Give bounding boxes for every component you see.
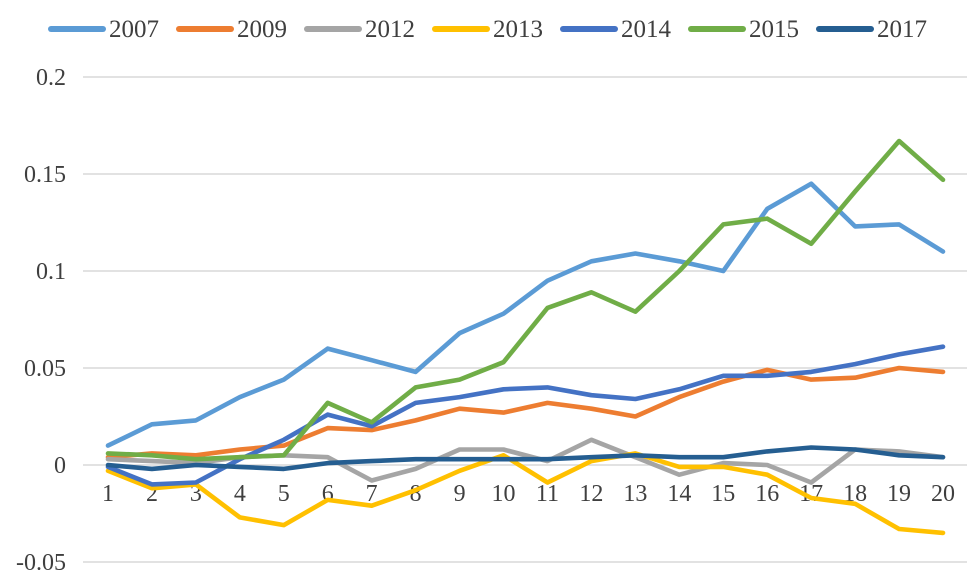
series-line-2015 [105,138,946,462]
legend-line-swatch-2015 [688,26,746,32]
x-axis-tick-label: 16 [755,481,779,507]
legend-line-swatch-2007 [48,26,106,32]
x-axis-tick-label: 11 [536,481,559,507]
legend-item-2013: 2013 [432,17,543,42]
x-axis-tick-label: 19 [887,481,911,507]
y-axis-tick-label: 0.15 [24,162,66,188]
x-axis-tick-label: 5 [278,481,290,507]
legend-label-2015: 2015 [749,15,799,43]
x-axis-tick-label: 9 [454,481,466,507]
legend-line-swatch-2014 [560,26,618,32]
y-axis-tick-label: 0.05 [24,356,66,382]
x-axis-tick-label: 20 [931,481,955,507]
legend-line-swatch-2017 [816,26,874,32]
legend-item-2012: 2012 [304,17,415,42]
legend-label-2013: 2013 [493,15,543,43]
y-axis-tick-label: 0.2 [36,65,66,91]
legend-label-2007: 2007 [109,15,159,43]
legend-item-2017: 2017 [816,17,927,42]
legend-label-2017: 2017 [877,15,927,43]
x-axis-tick-label: 7 [366,481,378,507]
x-axis-tick-label: 10 [492,481,516,507]
legend-item-2009: 2009 [176,17,287,42]
chart-legend: 2007 2009 2012 2013 2014 2015 2017 [0,12,975,46]
x-axis-tick-label: 15 [711,481,735,507]
series-line-2007 [105,181,946,448]
y-axis-tick-label: 0 [54,453,66,479]
legend-item-2014: 2014 [560,17,671,42]
legend-line-swatch-2009 [176,26,234,32]
legend-item-2007: 2007 [48,17,159,42]
legend-line-swatch-2012 [304,26,362,32]
legend-line-swatch-2013 [432,26,490,32]
x-axis-tick-label: 4 [234,481,246,507]
series-line-2017 [105,445,946,472]
legend-label-2014: 2014 [621,15,671,43]
series-line-2013 [105,451,946,536]
series-line-2009 [105,365,946,460]
y-axis-tick-label: -0.05 [16,550,66,576]
x-axis-tick-label: 1 [102,481,114,507]
x-axis-tick-label: 14 [667,481,691,507]
legend-label-2009: 2009 [237,15,287,43]
legend-item-2015: 2015 [688,17,799,42]
x-axis-tick-label: 12 [579,481,603,507]
y-axis-tick-label: 0.1 [36,259,66,285]
x-axis-tick-label: 13 [623,481,647,507]
legend-label-2012: 2012 [365,15,415,43]
